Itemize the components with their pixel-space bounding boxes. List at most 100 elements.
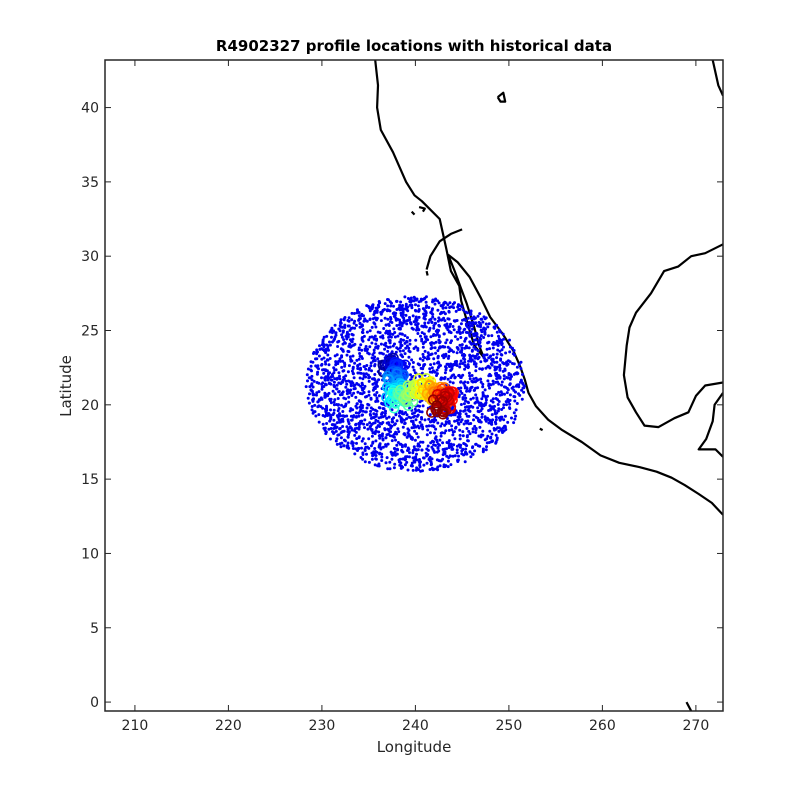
historical-point (414, 418, 418, 422)
historical-point (438, 459, 442, 463)
historical-point (473, 449, 477, 453)
historical-point (444, 429, 448, 433)
historical-point (377, 430, 381, 434)
historical-point (491, 353, 495, 357)
historical-point (386, 304, 390, 308)
historical-point (437, 338, 441, 342)
historical-point (478, 312, 482, 316)
historical-point (493, 420, 497, 424)
historical-point (412, 445, 416, 449)
historical-point (373, 432, 377, 436)
historical-point (506, 376, 510, 380)
historical-point (453, 437, 457, 441)
historical-point (412, 320, 416, 324)
historical-point (435, 440, 439, 444)
historical-point (392, 304, 395, 308)
historical-point (462, 402, 466, 406)
historical-point (469, 330, 473, 334)
historical-point (432, 425, 436, 429)
historical-point (521, 373, 524, 376)
historical-point (405, 339, 409, 343)
historical-point (432, 333, 436, 336)
historical-point (491, 346, 495, 350)
historical-point (338, 377, 342, 381)
historical-point (452, 328, 456, 332)
historical-point (421, 342, 425, 346)
historical-point (350, 340, 354, 344)
historical-point (506, 359, 510, 363)
float-profile-marker (434, 394, 446, 405)
historical-point (412, 347, 416, 350)
historical-point (342, 429, 346, 433)
historical-point (508, 398, 512, 402)
historical-point (378, 442, 382, 446)
historical-point (513, 353, 517, 357)
historical-point (416, 348, 420, 352)
historical-point (409, 373, 412, 377)
historical-point (328, 343, 332, 347)
historical-point (490, 405, 494, 409)
historical-point (485, 445, 488, 449)
historical-point (490, 413, 494, 417)
historical-point (374, 325, 378, 329)
historical-point (311, 392, 315, 395)
historical-point (333, 354, 337, 358)
historical-point (487, 334, 490, 338)
historical-point (459, 380, 463, 384)
historical-point (323, 391, 327, 395)
historical-point (449, 305, 453, 309)
historical-point (443, 345, 447, 349)
historical-point (466, 363, 470, 367)
historical-point (439, 376, 443, 380)
historical-point (354, 395, 358, 399)
historical-point (358, 376, 362, 380)
historical-point (398, 414, 401, 418)
historical-point (320, 363, 323, 367)
historical-point (430, 366, 434, 370)
historical-point (364, 410, 368, 414)
historical-point (428, 413, 432, 417)
historical-point (457, 412, 461, 415)
historical-point (316, 405, 320, 409)
historical-point (434, 427, 438, 431)
historical-point (441, 441, 445, 445)
historical-point (488, 419, 492, 423)
historical-point (373, 378, 377, 382)
historical-point (331, 430, 334, 434)
historical-point (371, 441, 375, 445)
historical-point (310, 374, 314, 378)
historical-point (464, 365, 468, 369)
historical-point (386, 317, 390, 321)
historical-point (370, 307, 374, 311)
historical-point (370, 429, 374, 432)
historical-point (357, 447, 361, 451)
historical-point (471, 430, 475, 434)
historical-point (449, 349, 453, 353)
historical-point (515, 371, 519, 375)
historical-point (384, 436, 388, 440)
historical-point (438, 464, 442, 468)
historical-point (350, 332, 354, 336)
historical-point (480, 367, 484, 371)
historical-point (406, 449, 409, 452)
historical-point (458, 437, 462, 441)
historical-point (425, 357, 429, 361)
historical-point (480, 397, 484, 401)
historical-point (375, 450, 379, 454)
historical-point (495, 352, 499, 356)
historical-point (434, 329, 438, 333)
historical-point (418, 374, 422, 378)
historical-point (411, 456, 415, 460)
historical-point (359, 403, 363, 407)
historical-point (338, 442, 342, 446)
float-profile-marker (426, 407, 437, 418)
historical-point (405, 460, 409, 464)
historical-point (498, 363, 502, 367)
historical-point (417, 443, 421, 447)
historical-point (386, 349, 390, 353)
historical-point (328, 419, 332, 423)
historical-point (334, 360, 338, 364)
historical-point (413, 371, 417, 375)
historical-point (487, 322, 491, 326)
historical-point (503, 392, 506, 396)
